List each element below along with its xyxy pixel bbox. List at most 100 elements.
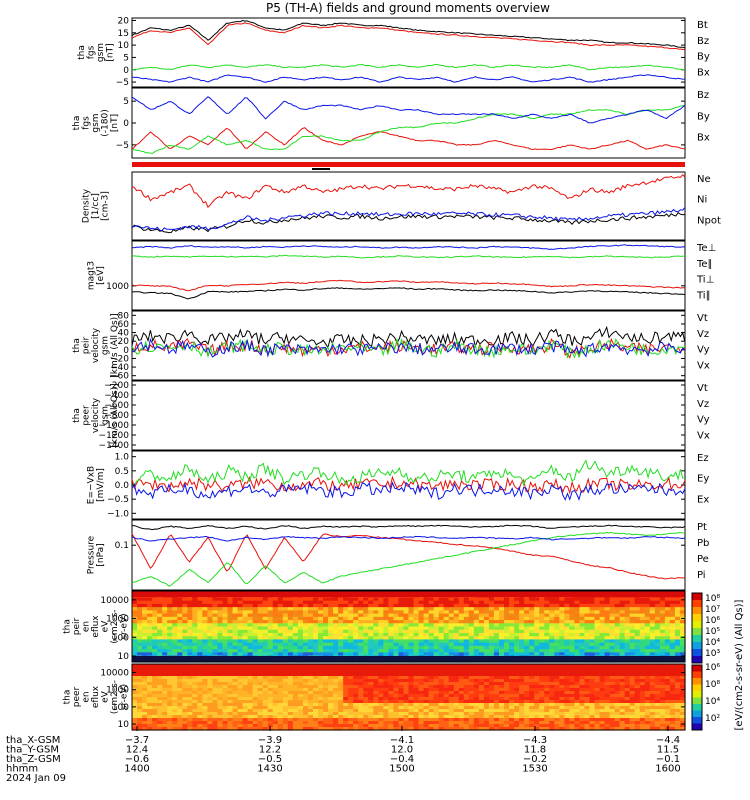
spectrogram-cell [358, 685, 364, 689]
spectrogram-cell [589, 727, 596, 731]
spectrogram-cell [338, 642, 344, 647]
spectrogram-cell [172, 709, 178, 713]
spectrogram-cell [654, 670, 661, 674]
spectrogram-cell [539, 700, 545, 704]
spectrogram-cell [262, 697, 269, 701]
spectrogram-cell [428, 629, 435, 634]
spectrogram-cell [343, 670, 349, 674]
y-tick-label: −5 [116, 141, 129, 151]
spectrogram-cell [222, 676, 229, 680]
spectrogram-cell [157, 685, 163, 689]
spectrogram-cell [323, 652, 329, 657]
spectrogram-cell [167, 642, 173, 647]
spectrogram-cell [659, 703, 666, 707]
spectrogram-cell [318, 688, 324, 692]
spectrogram-cell [433, 667, 440, 671]
spectrogram-cell [554, 607, 560, 611]
spectrogram-cell [272, 715, 279, 719]
spectrogram-cell [242, 691, 249, 695]
spectrogram-cell [539, 645, 545, 650]
spectrogram-cell [413, 645, 420, 650]
spectrogram-cell [473, 620, 480, 624]
spectrogram-cell [498, 706, 505, 710]
spectrogram-cell [287, 715, 294, 719]
spectrogram-cell [483, 709, 490, 713]
spectrogram-cell [177, 721, 183, 725]
spectrogram-cell [539, 712, 545, 716]
spectrogram-cell [564, 610, 570, 615]
spectrogram-cell [297, 629, 304, 634]
spectrogram-cell [323, 639, 329, 644]
spectrogram-cell [594, 645, 601, 650]
spectrogram-cell [433, 715, 440, 719]
spectrogram-cell [398, 632, 405, 637]
spectrogram-cell [232, 721, 239, 725]
spectrogram-cell [393, 700, 400, 704]
spectrogram-cell [403, 679, 410, 683]
spectrogram-cell [252, 682, 259, 686]
spectrogram-cell [363, 600, 369, 605]
spectrogram-cell [232, 682, 239, 686]
spectrogram-cell [644, 697, 651, 701]
spectrogram-cell [398, 600, 405, 605]
spectrogram-cell [137, 639, 143, 644]
spectrogram-cell [569, 600, 575, 605]
spectrogram-cell [202, 715, 209, 719]
spectrogram-cell [333, 697, 339, 701]
spectrogram-cell [604, 639, 611, 644]
spectrogram-cell [353, 673, 359, 677]
spectrogram-cell [207, 712, 214, 716]
spectrogram-cell [393, 679, 400, 683]
spectrogram-cell [197, 682, 203, 686]
spectrogram-cell [297, 706, 304, 710]
spectrogram-cell [529, 664, 535, 668]
spectrogram-cell [378, 623, 384, 628]
spectrogram-cell [534, 616, 540, 621]
spectrogram-cell [524, 610, 530, 615]
spectrogram-cell [433, 718, 440, 722]
spectrogram-cell [222, 642, 229, 647]
spectrogram-cell [509, 673, 515, 677]
spectrogram-cell [519, 721, 525, 725]
spectrogram-cell [338, 670, 344, 674]
spectrogram-cell [318, 694, 324, 698]
spectrogram-cell [614, 607, 621, 611]
spectrogram-cell [142, 616, 148, 621]
spectrogram-cell [428, 616, 435, 621]
spectrogram-cell [398, 620, 405, 624]
spectrogram-cell [473, 649, 480, 653]
spectrogram-cell [659, 697, 666, 701]
spectrogram-cell [343, 600, 349, 605]
spectrogram-cell [468, 676, 475, 680]
spectrogram-cell [368, 715, 374, 719]
spectrogram-cell [654, 682, 661, 686]
spectrogram-cell [393, 600, 400, 605]
spectrogram-cell [493, 620, 500, 624]
spectrogram-cell [478, 670, 485, 674]
spectrogram-cell [443, 652, 450, 657]
spectrogram-cell [463, 616, 470, 621]
spectrogram-cell [398, 597, 405, 602]
spectrogram-cell [318, 721, 324, 725]
spectrogram-cell [292, 682, 299, 686]
spectrogram-cell [524, 688, 530, 692]
spectrogram-cell [167, 685, 173, 689]
figure-title: P5 (TH-A) fields and ground moments over… [266, 1, 550, 15]
spectrogram-cell [458, 679, 465, 683]
spectrogram-cell [393, 616, 400, 621]
spectrogram-cell [353, 709, 359, 713]
spectrogram-cell [242, 620, 249, 624]
spectrogram-cell [478, 642, 485, 647]
spectrogram-cell [654, 709, 661, 713]
spectrogram-cell [559, 688, 565, 692]
spectrogram-cell [147, 691, 153, 695]
spectrogram-cell [604, 610, 611, 615]
spectrogram-cell [353, 715, 359, 719]
spectrogram-cell [624, 626, 631, 631]
spectrogram-cell [348, 688, 354, 692]
spectrogram-cell [514, 709, 520, 713]
spectrogram-cell [338, 613, 344, 618]
spectrogram-cell [584, 620, 591, 624]
spectrogram-cell [383, 616, 389, 621]
spectrogram-cell [292, 673, 299, 677]
